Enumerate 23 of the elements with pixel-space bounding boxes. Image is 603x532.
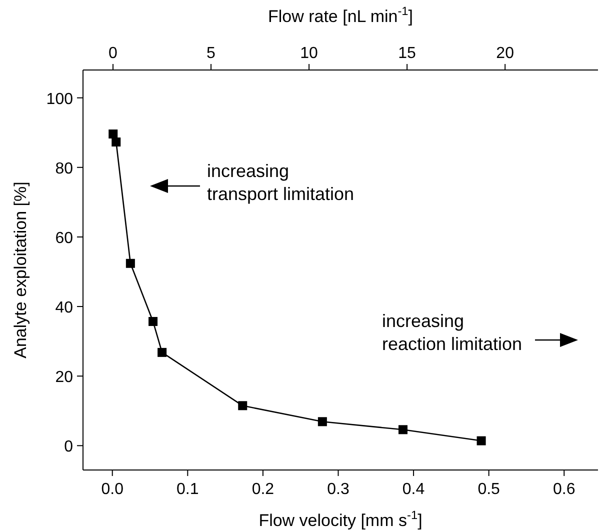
x-tick-label: 0.1 bbox=[176, 481, 199, 498]
y-tick-label: 60 bbox=[55, 230, 74, 247]
y-axis-title: Analyte exploitation [%] bbox=[11, 182, 30, 358]
x2-tick-label: 10 bbox=[300, 45, 318, 62]
x-tick-label: 0.6 bbox=[552, 481, 576, 498]
annotation: increasing transport limitation bbox=[207, 161, 354, 204]
x2-axis-title: Flow rate [nL min$^{-1}$] bbox=[268, 4, 414, 26]
x-tick-label: 0.2 bbox=[252, 481, 274, 498]
x-tick-label: 0.3 bbox=[327, 481, 350, 498]
x2-tick-label: 0 bbox=[108, 45, 118, 62]
x2-tick-label: 5 bbox=[206, 45, 216, 62]
x2-tick-label: 15 bbox=[398, 45, 416, 62]
y-tick-label: 20 bbox=[55, 369, 74, 386]
annotation: increasing reaction limitation bbox=[382, 311, 522, 354]
y-tick-label: 80 bbox=[55, 160, 74, 178]
x-tick-label: 0.0 bbox=[101, 481, 124, 498]
y-tick-label: 100 bbox=[46, 90, 74, 108]
x2-tick-label: 20 bbox=[496, 45, 514, 62]
x-axis-title: Flow velocity [mm s$^{-1}$] bbox=[258, 508, 422, 530]
y-tick-label: 0 bbox=[64, 438, 74, 456]
x-tick-label: 0.4 bbox=[402, 481, 425, 498]
y-tick-label: 40 bbox=[55, 300, 74, 317]
x-tick-label: 0.5 bbox=[478, 481, 500, 498]
